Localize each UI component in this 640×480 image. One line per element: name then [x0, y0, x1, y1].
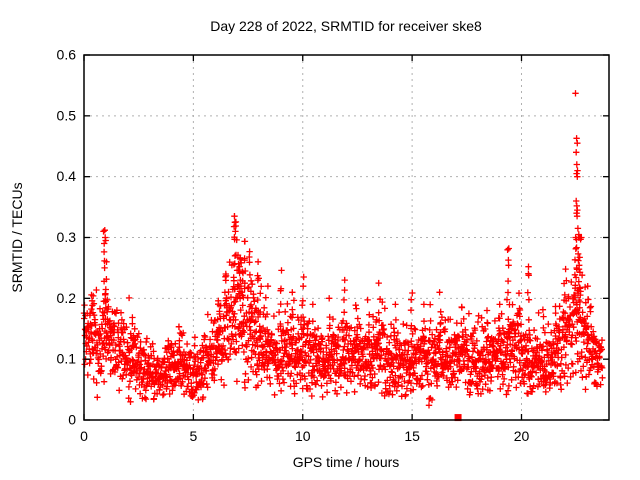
y-axis-label: SRMTID / TECUs [9, 182, 25, 292]
y-tick-label: 0.1 [57, 351, 77, 367]
gap-marker-square [454, 414, 462, 422]
x-tick-label: 10 [295, 428, 311, 444]
y-tick-label: 0.2 [57, 290, 77, 306]
axis-tick-labels: 0 5 10 15 20 0 0.1 0.2 0.3 0.4 0.5 0.6 [57, 47, 530, 445]
x-tick-label: 15 [404, 428, 420, 444]
x-tick-label: 0 [80, 428, 88, 444]
y-tick-label: 0.3 [57, 229, 77, 245]
y-tick-label: 0 [68, 412, 76, 428]
scatter-series [80, 90, 606, 422]
y-tick-label: 0.4 [57, 168, 77, 184]
axis-ticks [83, 54, 609, 421]
x-tick-label: 5 [189, 428, 197, 444]
y-tick-label: 0.6 [57, 47, 77, 63]
y-tick-label: 0.5 [57, 107, 77, 123]
chart-title: Day 228 of 2022, SRMTID for receiver ske… [210, 18, 482, 34]
grid-lines [84, 55, 609, 420]
x-axis-label: GPS time / hours [293, 454, 400, 470]
scatter-points [80, 90, 606, 409]
x-tick-label: 20 [514, 428, 530, 444]
